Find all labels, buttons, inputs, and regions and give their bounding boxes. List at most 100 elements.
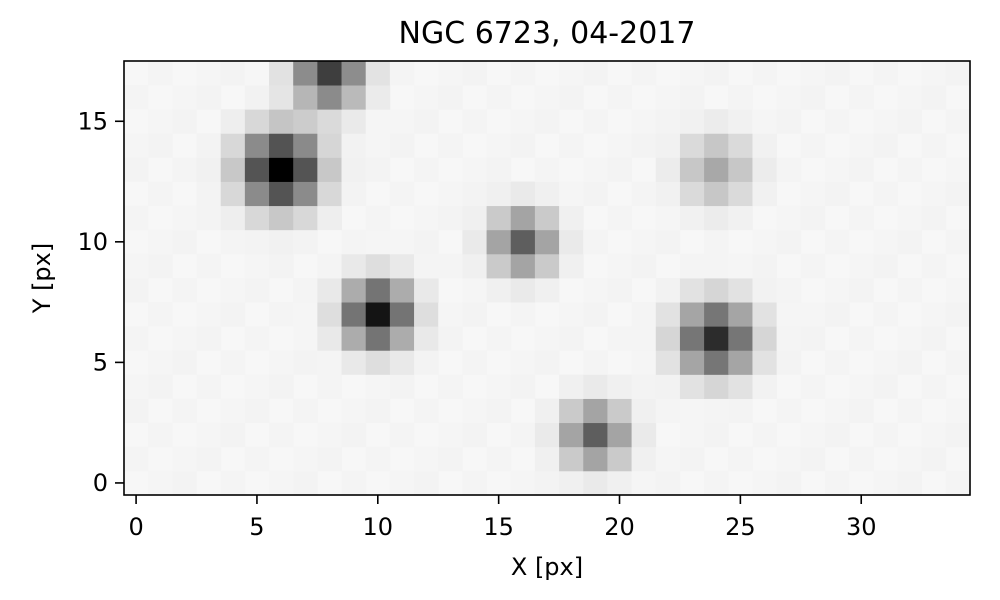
heatmap-cell (365, 326, 391, 351)
heatmap-cell (148, 109, 173, 134)
heatmap-cell (317, 374, 342, 399)
heatmap-cell (317, 350, 342, 375)
heatmap-cell (728, 253, 753, 279)
heatmap-cell (800, 61, 826, 86)
heatmap-cell (824, 470, 850, 496)
heatmap-cell (897, 398, 923, 424)
heatmap-cell (800, 446, 826, 472)
heatmap-cell (631, 302, 657, 327)
heatmap-cell (728, 109, 753, 134)
heatmap-cell (220, 350, 246, 375)
heatmap-cell (728, 133, 753, 158)
heatmap-cell (486, 253, 512, 279)
heatmap-cell (704, 61, 729, 86)
heatmap-cell (679, 109, 705, 134)
heatmap-cell (414, 398, 439, 424)
heatmap-cell (341, 278, 367, 303)
heatmap-cell (583, 422, 608, 448)
heatmap-cell (776, 446, 802, 472)
heatmap-cell (849, 278, 874, 303)
heatmap-cell (172, 326, 197, 351)
heatmap-cell (534, 326, 560, 351)
heatmap-cell (317, 278, 342, 303)
heatmap-cell (414, 157, 439, 182)
heatmap-cell (583, 398, 608, 424)
heatmap-cell (873, 61, 898, 86)
heatmap-cell (849, 374, 874, 399)
heatmap-cell (389, 181, 415, 207)
heatmap-cell (148, 253, 173, 279)
heatmap-cell (559, 374, 584, 399)
heatmap-cell (293, 229, 318, 255)
heatmap-cell (196, 181, 222, 207)
heatmap-cell (148, 181, 173, 207)
heatmap-cell (269, 181, 294, 207)
heatmap-cell (196, 374, 222, 399)
heatmap-cell (655, 446, 681, 472)
heatmap-cell (414, 350, 439, 375)
heatmap-cell (341, 229, 367, 255)
heatmap-cell (293, 133, 318, 158)
heatmap-cell (172, 229, 197, 255)
heatmap-cell (269, 422, 294, 448)
heatmap-cell (921, 61, 947, 86)
heatmap-cell (534, 350, 560, 375)
heatmap-cell (510, 205, 536, 231)
heatmap-cell (728, 181, 753, 207)
heatmap-cell (752, 302, 778, 327)
heatmap-cell (172, 470, 197, 496)
heatmap-cell (559, 398, 584, 424)
heatmap-cell (220, 205, 246, 231)
heatmap-cell (510, 422, 536, 448)
heatmap-cell (414, 470, 439, 496)
heatmap-cell (124, 446, 149, 472)
heatmap-cell (220, 61, 246, 86)
heatmap-cell (704, 278, 729, 303)
heatmap-cell (704, 302, 729, 327)
heatmap-cell (389, 109, 415, 134)
heatmap-cell (873, 374, 898, 399)
heatmap-cell (800, 85, 826, 110)
plot-area (124, 61, 971, 496)
heatmap-cell (583, 374, 608, 399)
y-tick-label: 10 (77, 228, 108, 256)
heatmap-cell (800, 253, 826, 279)
heatmap-cell (655, 229, 681, 255)
heatmap-cell (196, 253, 222, 279)
heatmap-cell (414, 85, 439, 110)
heatmap-cell (534, 422, 560, 448)
heatmap-cell (776, 398, 802, 424)
chart-title: NGC 6723, 04-2017 (399, 16, 696, 51)
heatmap-cell (776, 326, 802, 351)
heatmap-cell (365, 350, 391, 375)
heatmap-cell (728, 302, 753, 327)
heatmap-cell (607, 205, 632, 231)
heatmap-cell (341, 470, 367, 496)
heatmap-cell (897, 157, 923, 182)
heatmap-cell (897, 326, 923, 351)
heatmap-cell (897, 278, 923, 303)
heatmap-cell (293, 326, 318, 351)
heatmap-cell (559, 181, 584, 207)
heatmap-cell (921, 253, 947, 279)
heatmap-cell (389, 350, 415, 375)
x-tick-label: 30 (846, 513, 877, 541)
heatmap-cell (414, 302, 439, 327)
heatmap-cell (414, 278, 439, 303)
heatmap-cell (341, 398, 367, 424)
heatmap-cell (873, 181, 898, 207)
heatmap-cell (196, 133, 222, 158)
heatmap-cell (583, 446, 608, 472)
heatmap-cell (655, 85, 681, 110)
heatmap-cell (341, 302, 367, 327)
heatmap-cell (341, 350, 367, 375)
heatmap-cell (269, 157, 294, 182)
heatmap-cell (196, 205, 222, 231)
heatmap-cell (414, 109, 439, 134)
heatmap-cell (389, 374, 415, 399)
heatmap-cell (631, 253, 657, 279)
heatmap-cell (583, 278, 608, 303)
heatmap-cell (655, 205, 681, 231)
heatmap-cell (728, 374, 753, 399)
heatmap-cell (438, 253, 463, 279)
